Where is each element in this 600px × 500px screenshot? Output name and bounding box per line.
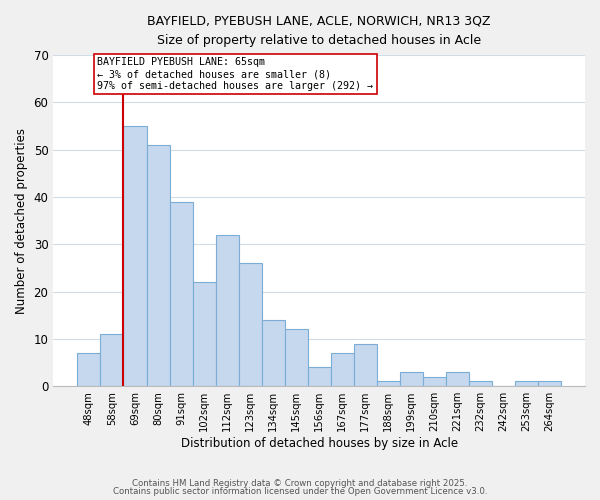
Bar xyxy=(353,344,377,386)
Bar xyxy=(538,382,561,386)
Bar xyxy=(515,382,538,386)
Bar xyxy=(239,263,262,386)
Bar xyxy=(400,372,423,386)
Bar xyxy=(262,320,284,386)
Bar xyxy=(284,330,308,386)
Title: BAYFIELD, PYEBUSH LANE, ACLE, NORWICH, NR13 3QZ
Size of property relative to det: BAYFIELD, PYEBUSH LANE, ACLE, NORWICH, N… xyxy=(148,15,491,47)
Bar xyxy=(77,353,100,386)
Bar xyxy=(146,145,170,386)
Text: Contains HM Land Registry data © Crown copyright and database right 2025.: Contains HM Land Registry data © Crown c… xyxy=(132,478,468,488)
Bar xyxy=(446,372,469,386)
Bar xyxy=(469,382,492,386)
Bar xyxy=(377,382,400,386)
Bar xyxy=(423,376,446,386)
X-axis label: Distribution of detached houses by size in Acle: Distribution of detached houses by size … xyxy=(181,437,458,450)
Text: BAYFIELD PYEBUSH LANE: 65sqm
← 3% of detached houses are smaller (8)
97% of semi: BAYFIELD PYEBUSH LANE: 65sqm ← 3% of det… xyxy=(97,58,373,90)
Bar xyxy=(308,368,331,386)
Text: Contains public sector information licensed under the Open Government Licence v3: Contains public sector information licen… xyxy=(113,487,487,496)
Bar xyxy=(193,282,215,386)
Bar xyxy=(100,334,124,386)
Bar xyxy=(215,235,239,386)
Bar xyxy=(170,202,193,386)
Bar xyxy=(331,353,353,386)
Y-axis label: Number of detached properties: Number of detached properties xyxy=(15,128,28,314)
Bar xyxy=(124,126,146,386)
